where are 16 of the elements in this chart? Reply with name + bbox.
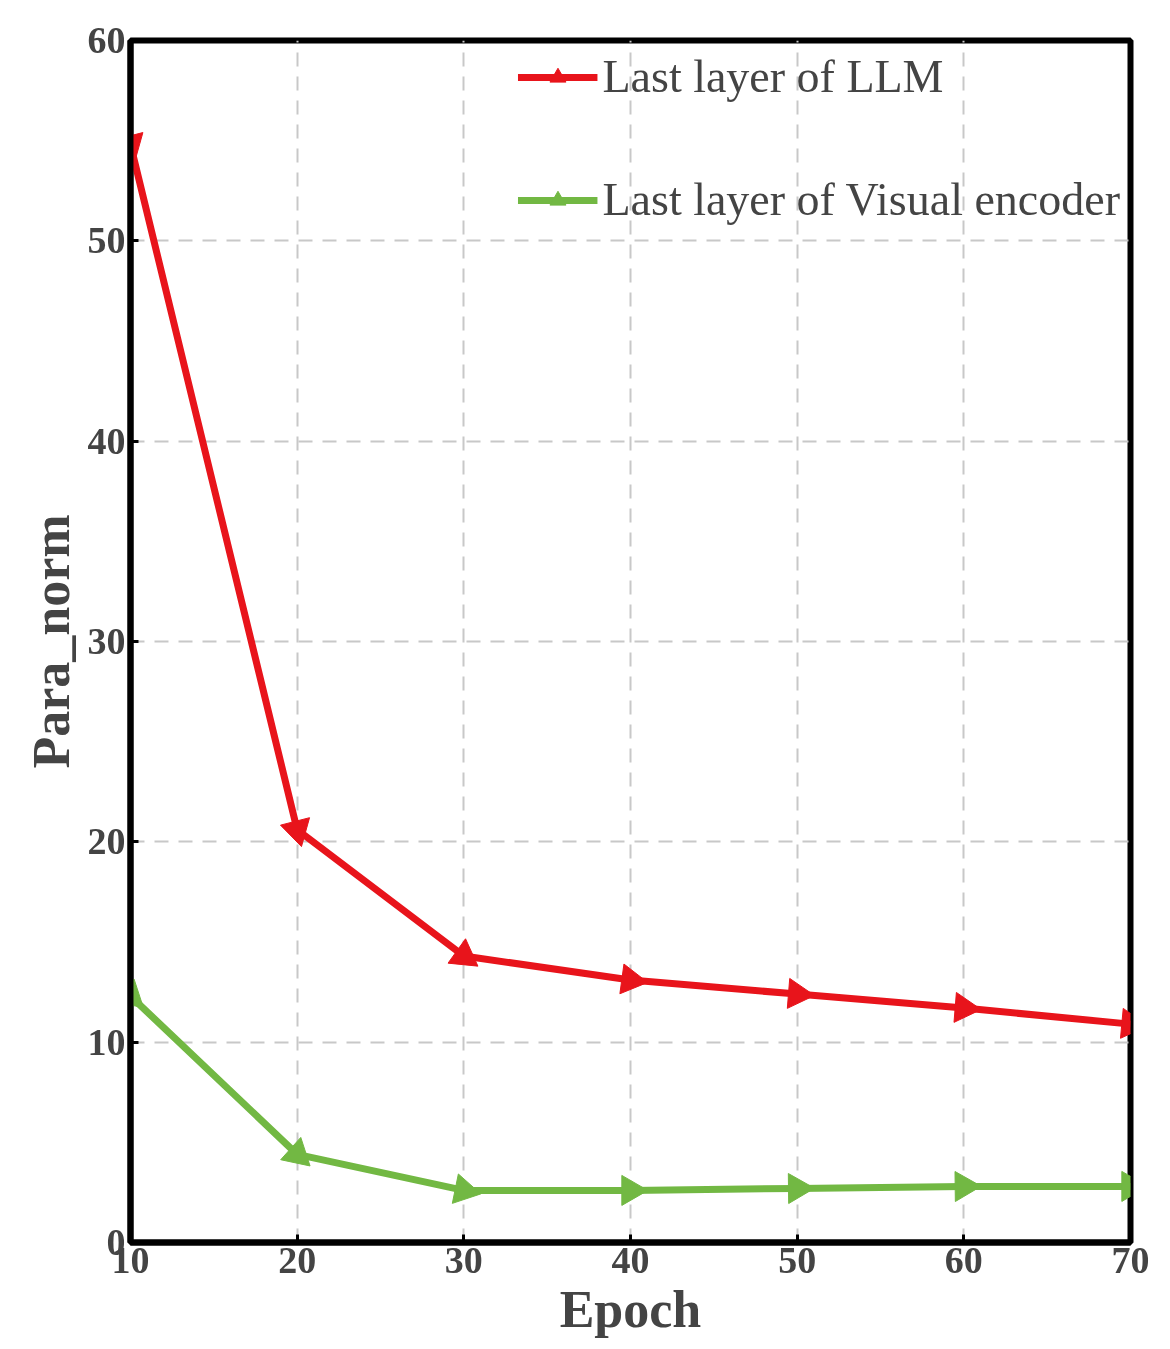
x-tick-label: 70 — [1111, 1238, 1150, 1281]
x-tick-label: 40 — [611, 1238, 650, 1281]
y-tick-label: 60 — [87, 19, 126, 61]
y-tick-label: 20 — [87, 820, 126, 863]
y-tick-label: 40 — [87, 419, 126, 462]
legend-label: Last layer of Visual encoder — [602, 173, 1120, 226]
x-tick-label: 60 — [944, 1238, 983, 1281]
x-axis-title: Epoch — [559, 1280, 702, 1338]
x-tick-label: 30 — [444, 1238, 483, 1281]
y-tick-label: 30 — [87, 620, 126, 662]
legend-label: Last layer of LLM — [602, 50, 944, 103]
y-tick-label: 50 — [87, 219, 126, 262]
x-tick-label: 20 — [278, 1238, 317, 1281]
x-tick-label: 50 — [778, 1238, 817, 1281]
y-axis-title: Para_norm — [22, 514, 80, 769]
y-tick-label: 10 — [87, 1020, 126, 1063]
